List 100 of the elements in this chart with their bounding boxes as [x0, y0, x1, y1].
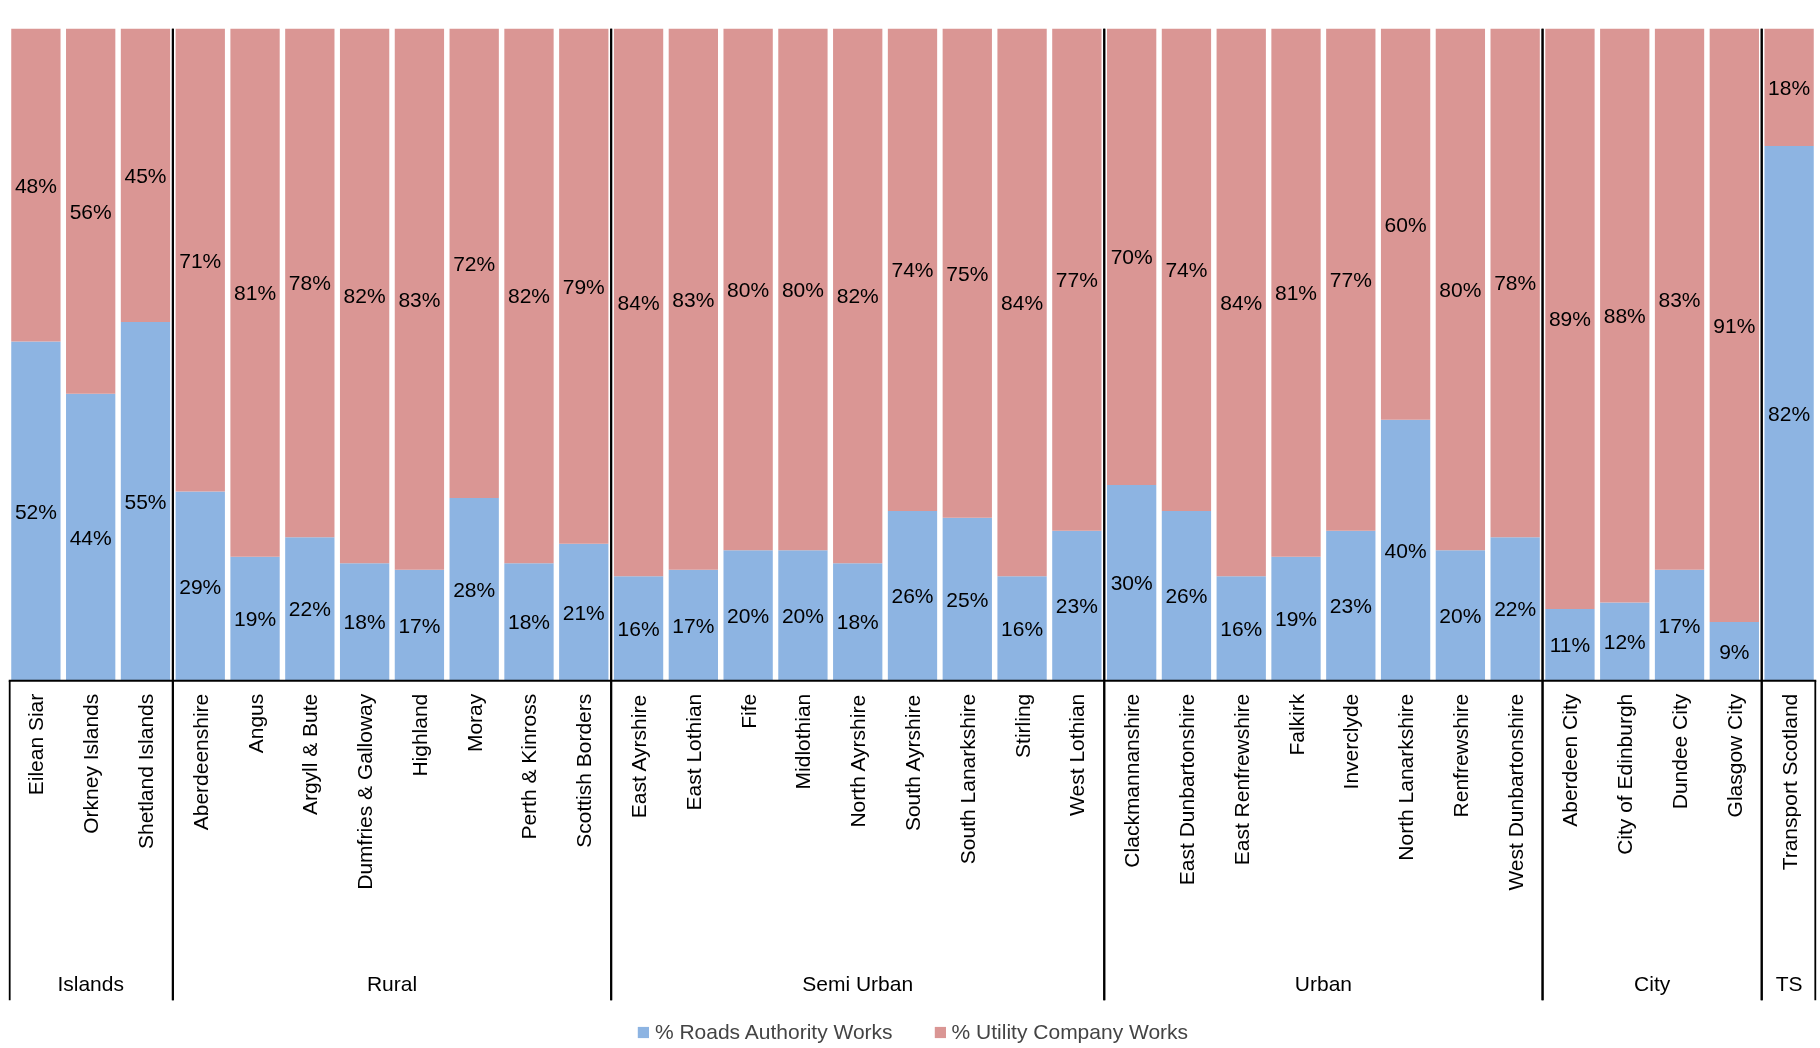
- x-tick-label: Falkirk: [1284, 693, 1308, 756]
- bar: [1326, 28, 1376, 531]
- bar: [1216, 576, 1266, 681]
- x-tick-label: East Lothian: [681, 693, 705, 811]
- bar: [1435, 28, 1486, 551]
- data-label: 83%: [672, 287, 715, 311]
- legend-label: % Utility Company Works: [951, 1020, 1189, 1044]
- data-label: 16%: [1220, 617, 1263, 640]
- bar: [613, 28, 664, 577]
- bar: [942, 28, 992, 518]
- data-label: 80%: [727, 277, 770, 301]
- x-tick-label: Aberdeenshire: [188, 693, 212, 831]
- bar: [1654, 569, 1705, 681]
- bar: [1545, 608, 1595, 681]
- x-tick-label: Dumfries & Galloway: [353, 693, 377, 890]
- x-tick-label: Fife: [736, 693, 760, 729]
- bar: [833, 28, 883, 564]
- bar: [1380, 28, 1431, 420]
- data-label: 23%: [1055, 594, 1098, 618]
- data-label: 18%: [507, 610, 550, 634]
- data-label: 84%: [1220, 290, 1263, 314]
- bar: [1161, 511, 1212, 681]
- x-tick-label: Shetland Islands: [133, 693, 157, 849]
- data-label: 71%: [179, 248, 222, 272]
- x-axis-title: City: [1634, 972, 1671, 996]
- data-label: 29%: [179, 574, 222, 598]
- bar: [1161, 28, 1212, 512]
- data-label: 19%: [1275, 607, 1318, 631]
- bar: [339, 28, 390, 564]
- data-label: 70%: [1110, 245, 1153, 269]
- bar: [1271, 28, 1321, 557]
- bar: [1600, 602, 1650, 681]
- x-axis-title: Semi Urban: [802, 972, 914, 996]
- bar: [394, 569, 445, 681]
- data-label: 12%: [1603, 630, 1646, 654]
- x-tick-label: East Ayrshire: [627, 694, 651, 819]
- data-label: 22%: [1494, 597, 1537, 621]
- data-label: 72%: [453, 251, 496, 275]
- data-label: 75%: [946, 261, 989, 285]
- bar: [1709, 621, 1759, 681]
- data-label: 80%: [781, 277, 824, 301]
- data-label: 21%: [562, 600, 605, 624]
- x-tick-label: Midlothian: [791, 693, 815, 790]
- bar: [175, 28, 225, 492]
- data-label: 56%: [69, 199, 112, 223]
- data-label: 83%: [1658, 287, 1701, 311]
- x-tick-label: North Ayrshire: [846, 694, 870, 828]
- bar: [1380, 419, 1431, 681]
- x-tick-label: South Ayrshire: [901, 694, 924, 832]
- data-label: 16%: [617, 617, 660, 640]
- data-label: 20%: [727, 603, 770, 627]
- x-tick-label: East Renfrewshire: [1229, 693, 1253, 866]
- legend-label: % Roads Authority Works: [654, 1020, 893, 1044]
- bar: [1435, 550, 1486, 681]
- bar: [1107, 485, 1157, 681]
- bar: [1654, 28, 1705, 570]
- x-tick-label: City of Edinburgh: [1613, 693, 1637, 855]
- bar: [1271, 556, 1321, 681]
- data-label: 19%: [234, 607, 277, 631]
- data-label: 45%: [124, 163, 167, 187]
- x-tick-label: South Lanarkshire: [955, 693, 979, 865]
- data-label: 16%: [1001, 617, 1044, 640]
- data-label: 74%: [1165, 258, 1208, 282]
- data-label: 78%: [288, 271, 331, 295]
- bar: [833, 563, 883, 681]
- data-label: 82%: [1768, 401, 1811, 425]
- x-tick-label: West Dunbartonshire: [1503, 693, 1527, 891]
- x-axis-title: Islands: [57, 972, 124, 996]
- data-label: 77%: [1055, 268, 1098, 292]
- data-label: 82%: [343, 284, 386, 308]
- data-label: 20%: [781, 603, 824, 627]
- bar: [723, 28, 773, 551]
- data-label: 82%: [836, 284, 879, 308]
- data-label: 40%: [1384, 538, 1427, 562]
- x-tick-label: Orkney Islands: [79, 693, 103, 834]
- bar: [887, 28, 938, 512]
- x-tick-label: Transport Scotland: [1777, 693, 1801, 871]
- bar: [175, 491, 225, 681]
- x-tick-label: Inverclyde: [1339, 693, 1363, 790]
- data-label: 18%: [836, 610, 879, 634]
- bar: [613, 576, 664, 681]
- data-label: 48%: [14, 173, 57, 197]
- bar: [504, 563, 554, 681]
- data-label: 17%: [398, 613, 441, 637]
- data-label: 17%: [672, 613, 715, 637]
- x-tick-label: Argyll & Bute: [298, 693, 322, 816]
- data-label: 91%: [1713, 313, 1756, 337]
- data-label: 78%: [1494, 271, 1537, 295]
- data-label: 25%: [946, 587, 989, 611]
- data-label: 18%: [343, 610, 386, 634]
- bar: [285, 537, 335, 681]
- bar: [1490, 537, 1540, 681]
- bar: [1709, 28, 1759, 622]
- data-label: 60%: [1384, 212, 1427, 236]
- x-tick-label: Renfrewshire: [1448, 693, 1472, 818]
- x-tick-label: Eilean Siar: [24, 693, 48, 796]
- data-label: 88%: [1603, 303, 1646, 327]
- data-label: 11%: [1549, 633, 1591, 657]
- bar: [120, 28, 171, 322]
- data-label: 55%: [124, 489, 167, 513]
